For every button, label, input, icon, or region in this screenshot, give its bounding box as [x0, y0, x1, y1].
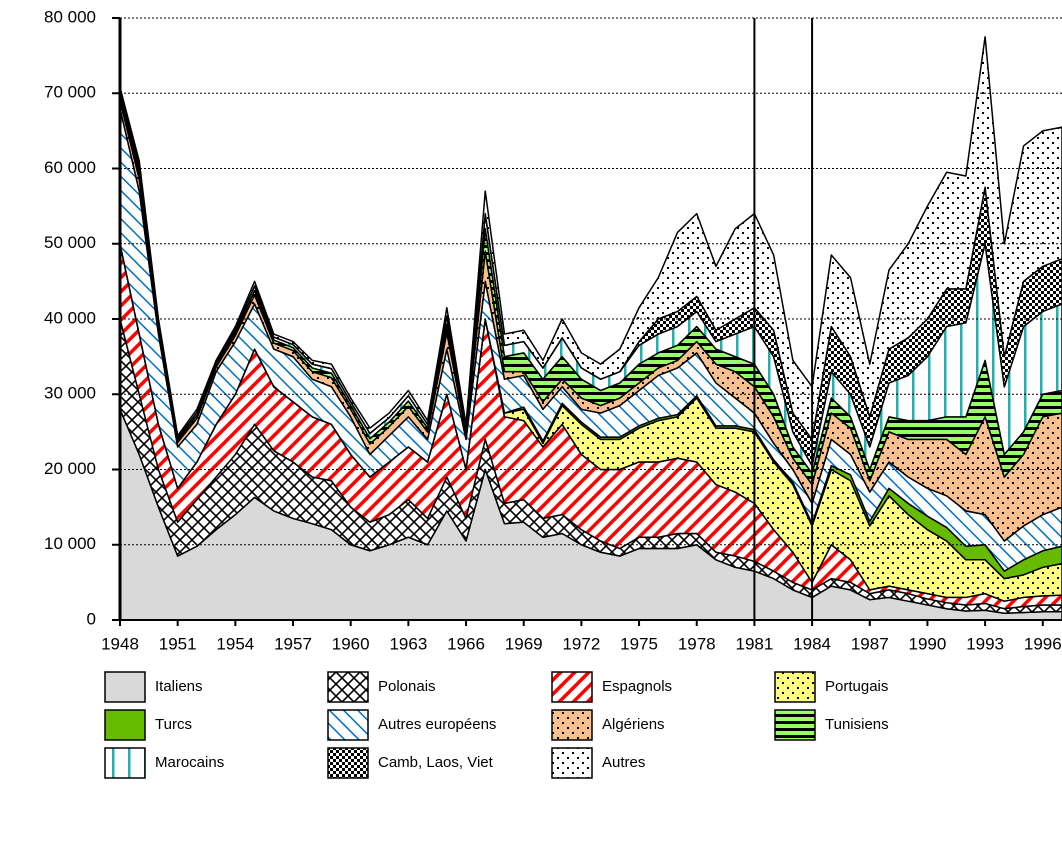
- legend-label: Turcs: [155, 716, 192, 733]
- x-tick-label: 1960: [332, 634, 370, 653]
- legend-label: Autres européens: [378, 716, 496, 733]
- x-tick-label: 1972: [562, 634, 600, 653]
- legend-label: Polonais: [378, 678, 436, 695]
- legend-label: Autres: [602, 754, 645, 771]
- legend-swatch: [551, 671, 593, 703]
- legend-swatch: [104, 671, 146, 703]
- y-tick-label: 60 000: [44, 158, 96, 177]
- legend-swatch: [327, 671, 369, 703]
- legend-label: Algériens: [602, 716, 665, 733]
- x-tick-label: 1969: [505, 634, 543, 653]
- x-tick-label: 1990: [909, 634, 947, 653]
- x-tick-label: 1996: [1024, 634, 1062, 653]
- area: [120, 36, 1062, 441]
- x-tick-label: 1987: [851, 634, 889, 653]
- x-tick-label: 1978: [678, 634, 716, 653]
- x-tick-label: 1954: [216, 634, 254, 653]
- legend-swatch: [774, 671, 816, 703]
- legend-label: Italiens: [155, 678, 203, 695]
- legend-label: Camb, Laos, Viet: [378, 754, 494, 771]
- y-tick-label: 80 000: [44, 7, 96, 26]
- legend-swatch: [104, 747, 146, 779]
- y-tick-label: 0: [87, 609, 96, 628]
- x-tick-label: 1948: [101, 634, 139, 653]
- y-tick-label: 40 000: [44, 308, 96, 327]
- x-tick-label: 1966: [447, 634, 485, 653]
- y-tick-label: 70 000: [44, 83, 96, 102]
- legend-swatch: [104, 709, 146, 741]
- y-tick-label: 20 000: [44, 459, 96, 478]
- x-tick-label: 1993: [966, 634, 1004, 653]
- legend-swatch: [774, 709, 816, 741]
- y-tick-label: 50 000: [44, 233, 96, 252]
- legend-swatch: [327, 709, 369, 741]
- x-tick-label: 1984: [793, 634, 831, 653]
- x-tick-label: 1975: [620, 634, 658, 653]
- x-tick-label: 1951: [159, 634, 197, 653]
- legend-label: Portugais: [825, 678, 888, 695]
- legend-swatch: [551, 709, 593, 741]
- legend-swatch: [327, 747, 369, 779]
- legend-label: Marocains: [155, 754, 224, 771]
- plot-area: [120, 36, 1062, 621]
- y-tick-label: 30 000: [44, 384, 96, 403]
- legend-swatch: [551, 747, 593, 779]
- legend-label: Espagnols: [602, 678, 672, 695]
- x-tick-label: 1957: [274, 634, 312, 653]
- x-tick-label: 1981: [735, 634, 773, 653]
- legend-label: Tunisiens: [825, 716, 889, 733]
- x-tick-label: 1963: [389, 634, 427, 653]
- y-tick-label: 10 000: [44, 534, 96, 553]
